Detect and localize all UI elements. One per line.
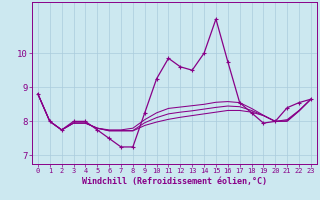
X-axis label: Windchill (Refroidissement éolien,°C): Windchill (Refroidissement éolien,°C) — [82, 177, 267, 186]
